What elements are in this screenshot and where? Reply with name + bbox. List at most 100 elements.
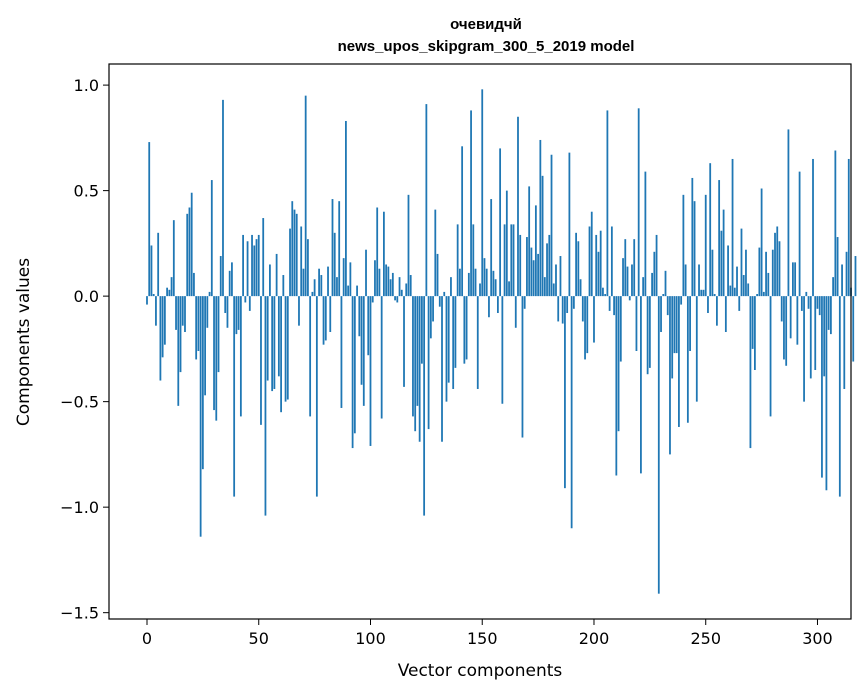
- bar: [742, 275, 745, 297]
- bar: [597, 251, 600, 297]
- bar: [228, 270, 231, 297]
- bar: [838, 296, 841, 497]
- bar: [539, 139, 542, 297]
- bar: [365, 249, 367, 297]
- bar: [492, 270, 495, 297]
- bar: [394, 296, 396, 301]
- bar: [608, 296, 611, 311]
- bar: [284, 296, 287, 402]
- bar: [195, 296, 198, 360]
- bar: [208, 291, 211, 297]
- bar: [215, 296, 218, 421]
- bar: [496, 296, 499, 314]
- bar: [526, 237, 528, 297]
- bar: [557, 296, 560, 322]
- bar: [333, 232, 336, 297]
- bar: [570, 296, 573, 529]
- bar: [644, 171, 647, 297]
- bar: [244, 296, 247, 303]
- bar: [566, 296, 569, 314]
- bar: [691, 177, 694, 297]
- bar: [353, 296, 356, 434]
- x-tick-label: 300: [802, 629, 833, 648]
- bar: [581, 296, 584, 322]
- x-axis-label: Vector components: [398, 661, 563, 681]
- bar: [423, 296, 426, 516]
- bar: [812, 158, 814, 297]
- bar: [184, 296, 186, 332]
- bar: [803, 296, 805, 402]
- bar: [432, 296, 434, 322]
- bar: [617, 296, 620, 432]
- bar: [602, 287, 604, 297]
- bar: [785, 296, 788, 366]
- bar: [479, 283, 481, 297]
- bar: [613, 296, 615, 316]
- bar: [555, 264, 557, 297]
- bar: [340, 296, 343, 408]
- bar: [403, 296, 405, 387]
- bar: [369, 296, 372, 446]
- bar: [387, 266, 390, 297]
- bar: [769, 296, 772, 417]
- bar: [675, 296, 678, 354]
- bar: [152, 294, 155, 297]
- bar: [251, 234, 253, 297]
- bar: [847, 158, 850, 297]
- bar: [816, 296, 819, 309]
- bar: [823, 296, 826, 377]
- bar: [358, 296, 361, 337]
- bar: [572, 296, 575, 309]
- plot-frame: [108, 63, 852, 620]
- bar: [628, 296, 631, 301]
- bar: [291, 201, 294, 297]
- bar: [217, 296, 220, 373]
- bar: [626, 266, 629, 297]
- y-tick-label: −0.5: [60, 393, 99, 412]
- bar: [188, 207, 191, 297]
- bar: [324, 296, 327, 341]
- bar: [499, 148, 502, 297]
- bar: [586, 296, 589, 354]
- bar: [266, 296, 269, 381]
- bar: [707, 296, 709, 314]
- bar: [331, 199, 334, 297]
- bar: [298, 296, 300, 326]
- bar: [378, 268, 381, 297]
- bar: [758, 247, 761, 297]
- y-tick-label: −1.0: [60, 498, 99, 517]
- bar: [150, 245, 153, 297]
- bar: [514, 296, 517, 328]
- bars-group: [146, 89, 857, 594]
- bar: [463, 296, 466, 364]
- bar: [615, 296, 618, 476]
- x-tick-label: 50: [249, 629, 269, 648]
- bar: [467, 272, 470, 297]
- bar: [798, 171, 801, 297]
- bar: [450, 277, 452, 297]
- bar: [231, 262, 233, 297]
- bar: [771, 249, 774, 297]
- bar: [170, 277, 173, 297]
- bar: [727, 245, 729, 297]
- bar: [235, 296, 238, 335]
- bar: [181, 296, 184, 326]
- bar: [657, 296, 660, 594]
- bar: [852, 296, 855, 362]
- bar: [309, 296, 312, 417]
- bar: [814, 296, 817, 370]
- bar: [300, 226, 303, 297]
- bar: [371, 296, 374, 303]
- bar: [295, 213, 298, 297]
- bar: [311, 291, 314, 297]
- bar: [289, 228, 291, 297]
- bar: [678, 296, 680, 427]
- bar: [765, 251, 767, 297]
- bar: [163, 296, 166, 345]
- bar: [485, 268, 488, 297]
- bar: [327, 266, 329, 297]
- bar: [427, 296, 430, 430]
- bar: [242, 234, 244, 297]
- bar: [248, 296, 251, 311]
- x-tick-label: 200: [579, 629, 610, 648]
